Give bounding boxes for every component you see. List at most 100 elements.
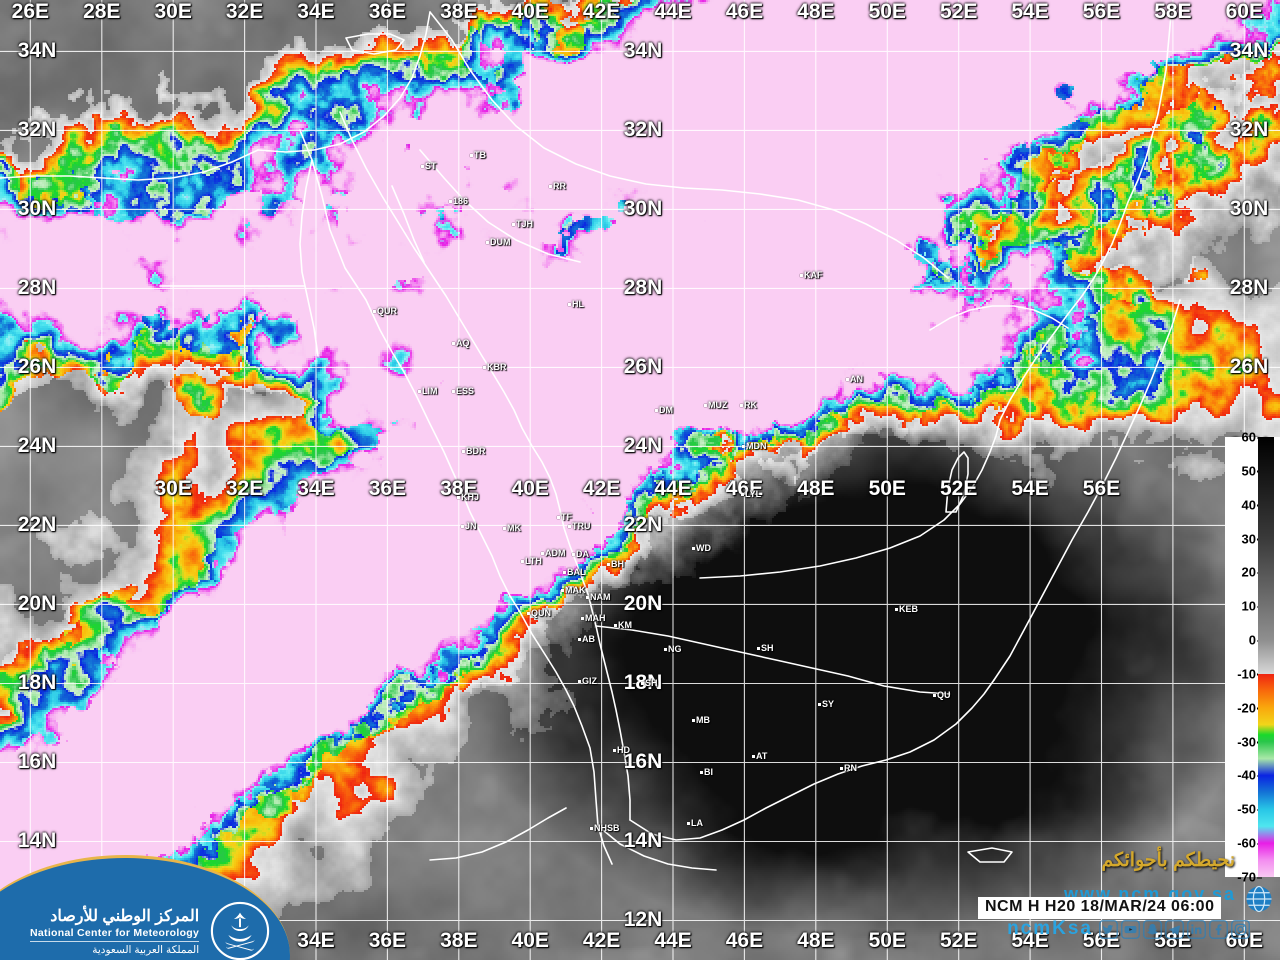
lon-label-top-32E: 32E [225, 0, 264, 23]
telegram-icon[interactable] [1165, 919, 1184, 939]
lon-label-top-50E: 50E [868, 0, 906, 23]
station-label: RR [549, 181, 566, 191]
linkedin-icon[interactable] [1187, 919, 1206, 939]
station-code: AQ [456, 338, 470, 348]
station-code: LIM [422, 386, 438, 396]
coastlines-and-borders [0, 3, 1181, 871]
station-code: BH [611, 559, 624, 569]
instagram-icon[interactable] [1231, 919, 1250, 939]
social-handle: ncmKsa [1007, 918, 1093, 939]
station-code: QUN [531, 608, 551, 618]
station-code: BAL [567, 567, 586, 577]
station-label: AB [578, 634, 595, 644]
station-code: NHSB [594, 823, 620, 833]
lat-label-right-32N: 32N [1229, 118, 1269, 142]
youtube-icon[interactable] [1121, 919, 1140, 939]
station-label: DM [655, 405, 673, 415]
lon-label-mid-52E: 52E [939, 477, 978, 500]
lat-label-left-18N: 18N [17, 671, 57, 695]
colorbar-strip [1258, 437, 1280, 877]
snapchat-icon[interactable] [1143, 919, 1162, 939]
station-label: BDR [462, 446, 486, 456]
lon-label-top-44E: 44E [654, 0, 692, 23]
colorbar-tick--20: -20 [1237, 700, 1262, 716]
logo-arabic-name: المركز الوطني للأرصاد [50, 907, 200, 925]
lon-label-mid-44E: 44E [654, 477, 692, 500]
station-code: MAK [565, 585, 586, 595]
station-label: WD [692, 543, 711, 553]
colorbar-tick-60: 60 [1241, 429, 1263, 445]
lon-label-bottom-52E: 52E [939, 929, 978, 952]
station-label: QUR [373, 306, 397, 316]
station-label: RN [840, 763, 857, 773]
station-label: KM [614, 620, 632, 630]
lon-label-bottom-56E: 56E [1082, 929, 1121, 952]
gulf-north-shore [999, 243, 1113, 421]
lon-label-mid-32E: 32E [225, 477, 264, 500]
logo-arabic-country: المملكة العربية السعودية [92, 943, 200, 956]
station-code: DUM [490, 237, 511, 247]
cyprus [345, 33, 405, 55]
lon-label-mid-46E: 46E [725, 477, 764, 500]
lat-label-right-30N: 30N [1229, 197, 1269, 221]
lat-label-left-32N: 32N [17, 118, 57, 142]
station-code: ST [425, 161, 437, 171]
gulf-of-aden-coast [629, 679, 995, 841]
colorbar-tick--50: -50 [1237, 801, 1262, 817]
globe-icon[interactable] [1244, 884, 1274, 914]
twitter-icon[interactable] [1099, 919, 1118, 939]
lat-label-left-30N: 30N [17, 197, 57, 221]
station-code: JN [465, 521, 477, 531]
lon-label-mid-50E: 50E [868, 477, 906, 500]
lat-label-mid-20N: 20N [623, 592, 663, 616]
station-code: MUZ [708, 400, 728, 410]
station-label: NHSB [590, 823, 620, 833]
station-label: AN [846, 374, 863, 384]
station-code: KBR [487, 362, 507, 372]
lon-label-top-48E: 48E [797, 0, 835, 23]
station-code: SH [761, 643, 774, 653]
station-label: ADM [541, 548, 566, 558]
lat-label-left-22N: 22N [17, 513, 57, 537]
station-label: 186 [449, 196, 468, 206]
station-label: MB [692, 715, 710, 725]
lon-label-top-40E: 40E [511, 0, 549, 23]
facebook-icon[interactable] [1209, 919, 1228, 939]
lon-label-top-36E: 36E [368, 0, 407, 23]
station-code: NG [668, 644, 682, 654]
lon-label-bottom-40E: 40E [511, 929, 549, 952]
timestamp-stamp: NCM H H20 18/MAR/24 06:00 [978, 897, 1222, 919]
lon-label-bottom-58E: 58E [1154, 929, 1192, 952]
lon-label-bottom-46E: 46E [725, 929, 764, 952]
lon-label-bottom-44E: 44E [654, 929, 692, 952]
lat-label-mid-24N: 24N [623, 434, 663, 458]
station-code: NAM [590, 592, 611, 602]
lat-label-right-26N: 26N [1229, 355, 1269, 379]
lat-label-left-14N: 14N [17, 829, 57, 853]
station-code: TF [561, 512, 572, 522]
station-code: KAF [804, 270, 823, 280]
station-code: SY [822, 699, 835, 709]
station-code: MB [696, 715, 710, 725]
station-label: NAM [586, 592, 611, 602]
oman-coast [993, 299, 1181, 681]
station-label: NG [664, 644, 682, 654]
colorbar-tick-30: 30 [1241, 531, 1263, 547]
lon-label-bottom-60E: 60E [1225, 929, 1263, 952]
lat-label-mid-22N: 22N [623, 513, 663, 537]
station-label: TB [470, 150, 486, 160]
lon-label-bottom-42E: 42E [582, 929, 621, 952]
station-code: WD [696, 543, 711, 553]
social-media-bar[interactable]: ncmKsa [1007, 918, 1250, 940]
saudi-yemen-border [595, 625, 951, 695]
station-label: MAH [581, 613, 606, 623]
lon-label-top-58E: 58E [1154, 0, 1192, 23]
station-label: KHJ [457, 492, 479, 502]
station-code: QUR [377, 306, 397, 316]
north-africa-coast [0, 149, 259, 181]
station-code: RK [744, 400, 757, 410]
station-code: SH [645, 678, 658, 688]
